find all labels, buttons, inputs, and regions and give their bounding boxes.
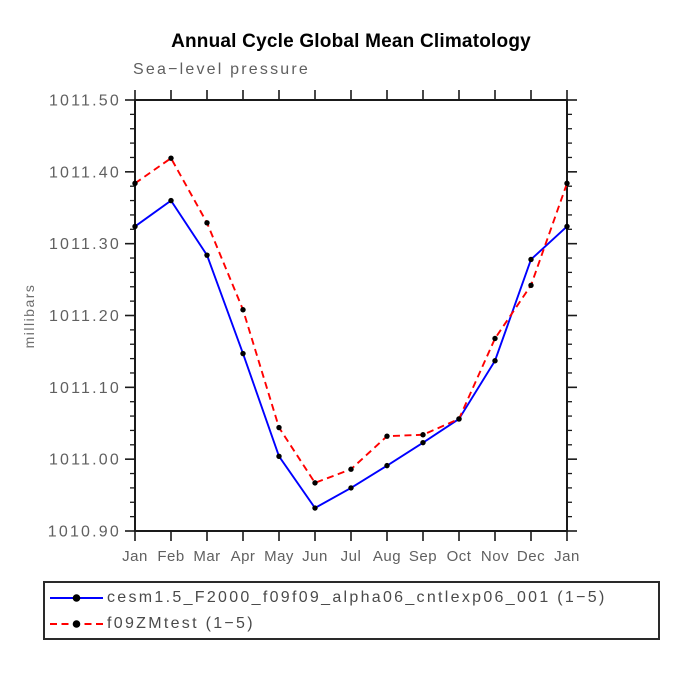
y-tick-label: 1011.50 bbox=[49, 93, 121, 110]
data-point bbox=[384, 462, 390, 469]
x-tick-label: Dec bbox=[517, 548, 545, 565]
y-tick-label: 1011.40 bbox=[49, 164, 121, 181]
data-point bbox=[456, 416, 462, 422]
x-tick-label: Apr bbox=[231, 548, 256, 565]
data-point bbox=[348, 485, 354, 491]
legend-line-sample-blue bbox=[50, 593, 103, 602]
data-point bbox=[384, 433, 390, 439]
legend-line-sample-red bbox=[50, 619, 103, 628]
data-point bbox=[492, 358, 498, 364]
data-point bbox=[420, 432, 426, 438]
data-point bbox=[420, 439, 426, 446]
data-point bbox=[168, 197, 174, 204]
data-point bbox=[312, 505, 318, 511]
y-axis: 1010.90 1011.00 1011.10 1011.20 1011.30 1011.… bbox=[48, 93, 577, 541]
data-point bbox=[312, 480, 318, 486]
data-point bbox=[492, 335, 498, 342]
y-tick-label: 1011.20 bbox=[49, 308, 121, 325]
x-tick-label: Oct bbox=[447, 548, 472, 565]
legend-item: f09ZMtest (1−5) bbox=[48, 611, 658, 637]
data-point bbox=[132, 180, 138, 187]
data-point bbox=[276, 424, 282, 431]
data-point bbox=[240, 350, 246, 357]
x-axis: Jan Feb Mar Apr May Jun Jul Aug Sep Oct Nov Dec Jan bbox=[122, 90, 580, 565]
data-point bbox=[564, 180, 570, 187]
y-tick-label: 1011.30 bbox=[49, 236, 121, 253]
x-tick-label: Jan bbox=[554, 548, 580, 565]
legend-item: cesm1.5_F2000_f09f09_alpha06_cntlexp06_0… bbox=[48, 585, 658, 611]
data-point bbox=[168, 155, 174, 161]
data-point bbox=[204, 252, 210, 258]
y-tick-label: 1011.10 bbox=[49, 380, 121, 397]
data-point bbox=[276, 453, 282, 459]
x-tick-label: Aug bbox=[373, 548, 401, 565]
legend-label: f09ZMtest (1−5) bbox=[107, 614, 255, 632]
data-point bbox=[132, 223, 138, 230]
data-point bbox=[204, 220, 210, 226]
y-tick-label: 1011.00 bbox=[49, 452, 121, 469]
x-tick-label: May bbox=[264, 548, 294, 565]
x-tick-label: Jul bbox=[341, 548, 362, 565]
x-tick-label: Sep bbox=[409, 548, 437, 565]
chart-subtitle: Sea−level pressure bbox=[133, 61, 311, 78]
data-point bbox=[528, 282, 534, 289]
series-1 bbox=[132, 155, 570, 486]
x-tick-label: Feb bbox=[157, 548, 184, 565]
data-point bbox=[564, 223, 570, 230]
chart-title: Annual Cycle Global Mean Climatology bbox=[171, 31, 531, 52]
y-tick-label: 1010.90 bbox=[48, 524, 121, 541]
data-point bbox=[348, 466, 354, 472]
x-tick-label: Jan bbox=[122, 548, 148, 565]
x-tick-label: Mar bbox=[193, 548, 220, 565]
legend-box: cesm1.5_F2000_f09f09_alpha06_cntlexp06_0… bbox=[43, 581, 660, 640]
x-tick-label: Jun bbox=[302, 548, 328, 565]
data-point bbox=[240, 307, 246, 313]
series-0 bbox=[132, 197, 570, 511]
plot-frame bbox=[134, 99, 568, 532]
data-point bbox=[528, 256, 534, 263]
x-tick-label: Nov bbox=[481, 548, 509, 565]
legend-label: cesm1.5_F2000_f09f09_alpha06_cntlexp06_0… bbox=[107, 588, 607, 606]
